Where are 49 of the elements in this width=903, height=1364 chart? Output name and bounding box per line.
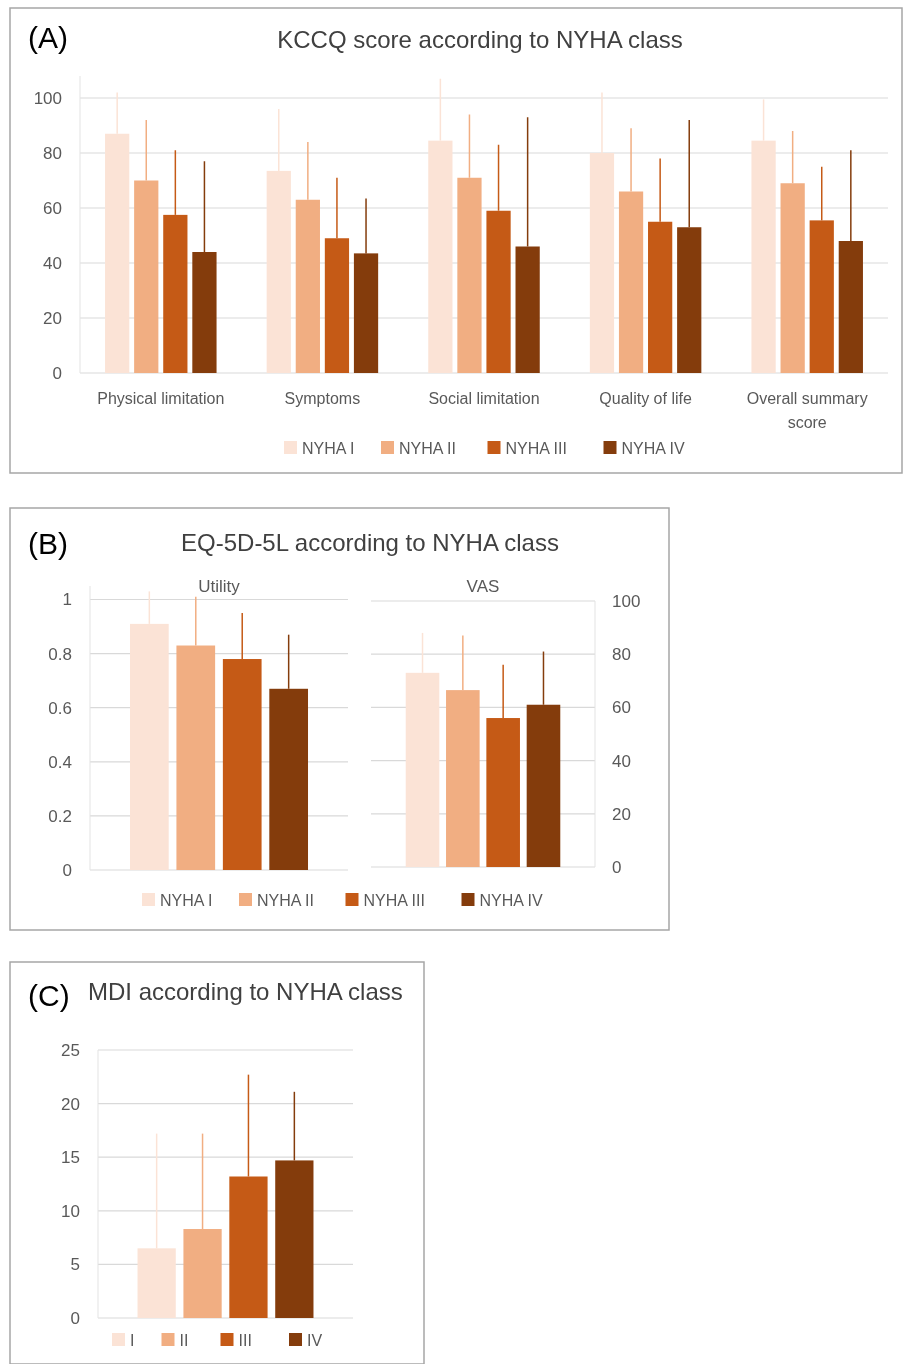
y-tick-label: 0.6 <box>48 698 72 718</box>
chart-subtitle: Utility <box>198 577 241 596</box>
y-tick-label: 80 <box>612 645 631 665</box>
text: (A) <box>28 21 68 54</box>
y-tick-label: 15 <box>61 1148 80 1168</box>
legend-label: NYHA III <box>363 891 425 909</box>
y-tick-label: 40 <box>612 751 631 771</box>
chart-title: EQ-5D-5L according to NYHA class <box>181 529 559 556</box>
y-tick-label: 0 <box>62 860 72 880</box>
text: (B) <box>28 527 68 560</box>
text: (C) <box>28 979 70 1012</box>
y-tick-label: 0 <box>70 1308 80 1328</box>
legend-label: NYHA I <box>302 439 355 457</box>
y-tick-label: 1 <box>62 590 72 610</box>
x-tick-label: Symptoms <box>284 390 361 407</box>
y-tick-label: 20 <box>61 1094 80 1114</box>
y-tick-label: 25 <box>61 1040 80 1060</box>
y-tick-label: 60 <box>612 698 631 718</box>
y-tick-label: 0.8 <box>48 644 72 664</box>
chart-title: MDI according to NYHA class <box>88 978 403 1005</box>
legend-label: NYHA II <box>257 891 314 909</box>
y-tick-label: 20 <box>43 308 62 328</box>
y-tick-label: 100 <box>33 88 62 108</box>
x-tick-label: Quality of life <box>599 390 692 407</box>
y-tick-label: 0.4 <box>48 752 72 772</box>
y-tick-label: 10 <box>61 1201 80 1221</box>
y-tick-label: 40 <box>43 253 62 273</box>
legend-label: IV <box>307 1331 323 1349</box>
y-tick-label: 100 <box>612 591 641 611</box>
legend-label: NYHA III <box>505 439 567 457</box>
x-tick-label: Social limitation <box>428 390 540 407</box>
y-tick-label: 80 <box>43 143 62 163</box>
legend-label: NYHA IV <box>621 439 685 457</box>
y-tick-label: 5 <box>70 1255 80 1275</box>
x-tick-label: Overall summary score <box>746 390 868 431</box>
chart-subtitle: VAS <box>466 577 500 596</box>
legend-label: NYHA I <box>160 891 213 909</box>
y-tick-label: 0 <box>52 363 62 383</box>
chart-title: KCCQ score according to NYHA class <box>277 26 683 53</box>
x-tick-label: Physical limitation <box>97 390 225 407</box>
y-tick-label: 60 <box>43 198 62 218</box>
y-tick-label: 20 <box>612 804 631 824</box>
legend-label: I <box>130 1331 135 1349</box>
y-tick-label: 0.2 <box>48 806 72 826</box>
legend-label: II <box>179 1331 189 1349</box>
y-tick-label: 0 <box>612 857 622 877</box>
legend-label: III <box>238 1331 252 1349</box>
legend-label: NYHA II <box>399 439 456 457</box>
legend-label: NYHA IV <box>479 891 543 909</box>
